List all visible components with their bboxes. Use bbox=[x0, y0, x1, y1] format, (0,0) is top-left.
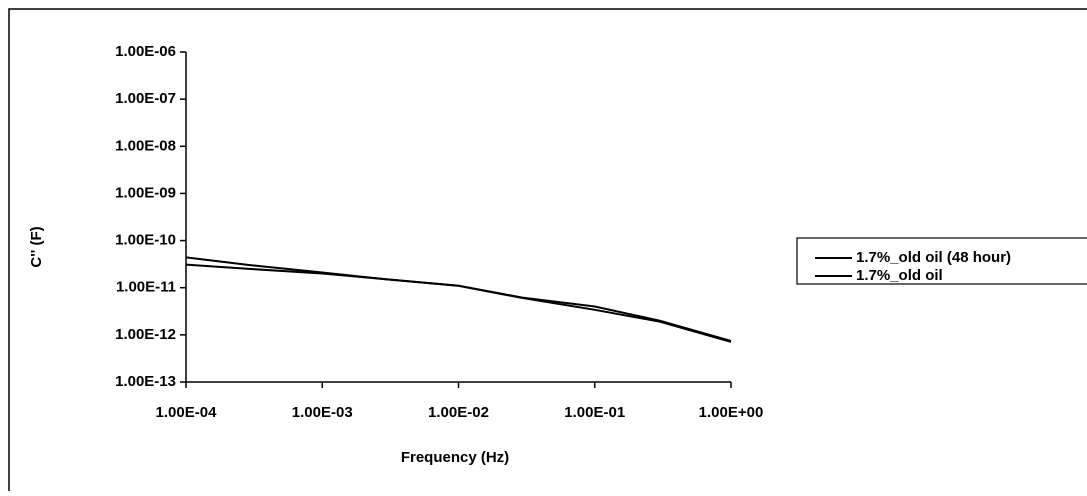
x-tick-label: 1.00E-03 bbox=[292, 404, 353, 421]
legend-label: 1.7%_old oil (48 hour) bbox=[856, 249, 1011, 266]
y-tick-label: 1.00E-11 bbox=[116, 279, 176, 296]
y-tick-label: 1.00E-09 bbox=[115, 184, 176, 201]
y-tick-label: 1.00E-12 bbox=[115, 326, 176, 343]
x-tick-label: 1.00E+00 bbox=[699, 404, 764, 421]
x-tick-label: 1.00E-01 bbox=[564, 404, 625, 421]
x-tick-label: 1.00E-02 bbox=[428, 404, 489, 421]
y-tick-label: 1.00E-06 bbox=[115, 43, 176, 60]
y-axis-label: C'' (F) bbox=[28, 226, 45, 267]
y-tick-label: 1.00E-08 bbox=[115, 137, 176, 154]
y-tick-label: 1.00E-13 bbox=[115, 373, 176, 390]
legend-label: 1.7%_old oil bbox=[856, 267, 943, 284]
x-tick-label: 1.00E-04 bbox=[156, 404, 218, 421]
y-tick-label: 1.00E-07 bbox=[115, 90, 176, 107]
x-axis-label: Frequency (Hz) bbox=[401, 449, 509, 466]
chart-border bbox=[8, 8, 1087, 496]
series-line bbox=[185, 263, 732, 343]
y-tick-label: 1.00E-10 bbox=[115, 232, 176, 249]
